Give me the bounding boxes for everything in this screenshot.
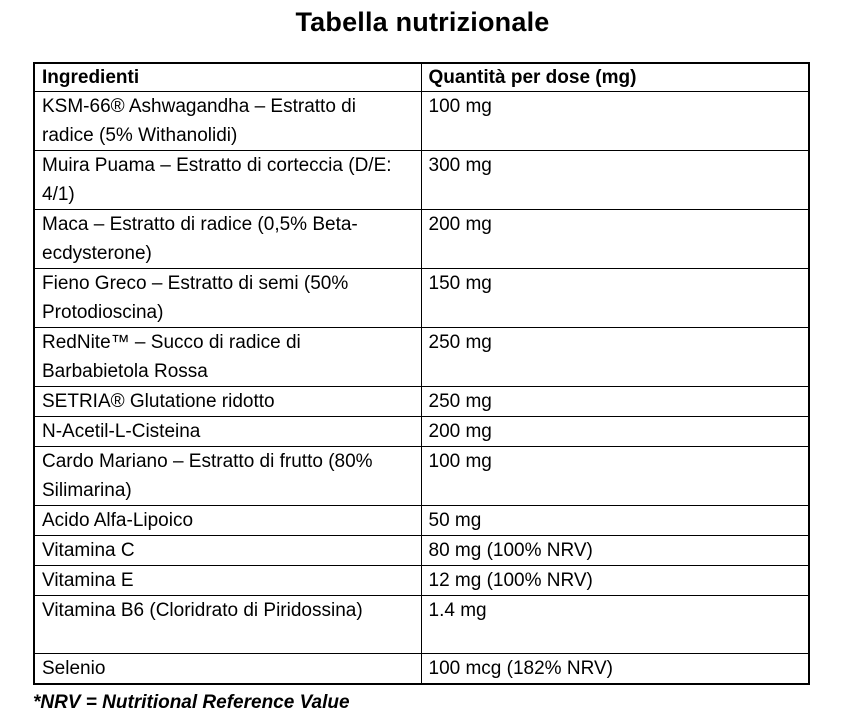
quantity-cell: 200 mg	[420, 416, 810, 447]
table-row: Vitamina E 12 mg (100% NRV)	[33, 565, 810, 596]
nutrition-table: Ingredienti Quantità per dose (mg) KSM-6…	[33, 62, 810, 685]
ingredient-cell: SETRIA® Glutatione ridotto	[33, 386, 422, 417]
quantity-cell: 50 mg	[420, 505, 810, 536]
quantity-cell: 12 mg (100% NRV)	[420, 565, 810, 596]
table-row: KSM-66® Ashwagandha – Estratto di radice…	[33, 91, 810, 151]
table-row: Maca – Estratto di radice (0,5% Beta-ecd…	[33, 209, 810, 269]
ingredient-cell: Vitamina E	[33, 565, 422, 596]
ingredient-cell: Cardo Mariano – Estratto di frutto (80% …	[33, 446, 422, 506]
quantity-cell: 100 mg	[420, 91, 810, 151]
table-row: Acido Alfa-Lipoico 50 mg	[33, 505, 810, 536]
table-row: SETRIA® Glutatione ridotto 250 mg	[33, 386, 810, 417]
table-row: Vitamina C 80 mg (100% NRV)	[33, 535, 810, 566]
table-row: Muira Puama – Estratto di corteccia (D/E…	[33, 150, 810, 210]
quantity-cell: 250 mg	[420, 327, 810, 387]
ingredient-cell: RedNite™ – Succo di radice di Barbabieto…	[33, 327, 422, 387]
table-row: Cardo Mariano – Estratto di frutto (80% …	[33, 446, 810, 506]
table-row: Vitamina B6 (Cloridrato di Piridossina) …	[33, 595, 810, 654]
header-ingredients: Ingredienti	[33, 62, 422, 92]
table-row: RedNite™ – Succo di radice di Barbabieto…	[33, 327, 810, 387]
quantity-cell: 250 mg	[420, 386, 810, 417]
quantity-cell: 80 mg (100% NRV)	[420, 535, 810, 566]
ingredient-cell: Fieno Greco – Estratto di semi (50% Prot…	[33, 268, 422, 328]
ingredient-cell: Vitamina C	[33, 535, 422, 566]
quantity-cell: 300 mg	[420, 150, 810, 210]
quantity-cell: 150 mg	[420, 268, 810, 328]
ingredient-cell: Muira Puama – Estratto di corteccia (D/E…	[33, 150, 422, 210]
quantity-cell: 200 mg	[420, 209, 810, 269]
ingredient-cell: KSM-66® Ashwagandha – Estratto di radice…	[33, 91, 422, 151]
ingredient-cell: N-Acetil-L-Cisteina	[33, 416, 422, 447]
quantity-cell: 100 mcg (182% NRV)	[420, 653, 810, 685]
page-title: Tabella nutrizionale	[295, 7, 550, 37]
quantity-cell: 1.4 mg	[420, 595, 810, 654]
ingredient-cell: Maca – Estratto di radice (0,5% Beta-ecd…	[33, 209, 422, 269]
ingredient-cell: Selenio	[33, 653, 422, 685]
table-row: Selenio 100 mcg (182% NRV)	[33, 653, 810, 685]
quantity-cell: 100 mg	[420, 446, 810, 506]
table-row: N-Acetil-L-Cisteina 200 mg	[33, 416, 810, 447]
header-quantity: Quantità per dose (mg)	[420, 62, 810, 92]
ingredient-cell: Acido Alfa-Lipoico	[33, 505, 422, 536]
ingredient-cell: Vitamina B6 (Cloridrato di Piridossina)	[33, 595, 422, 654]
table-header-row: Ingredienti Quantità per dose (mg)	[33, 62, 810, 92]
table-row: Fieno Greco – Estratto di semi (50% Prot…	[33, 268, 810, 328]
nrv-footnote: *NRV = Nutritional Reference Value	[33, 692, 350, 713]
